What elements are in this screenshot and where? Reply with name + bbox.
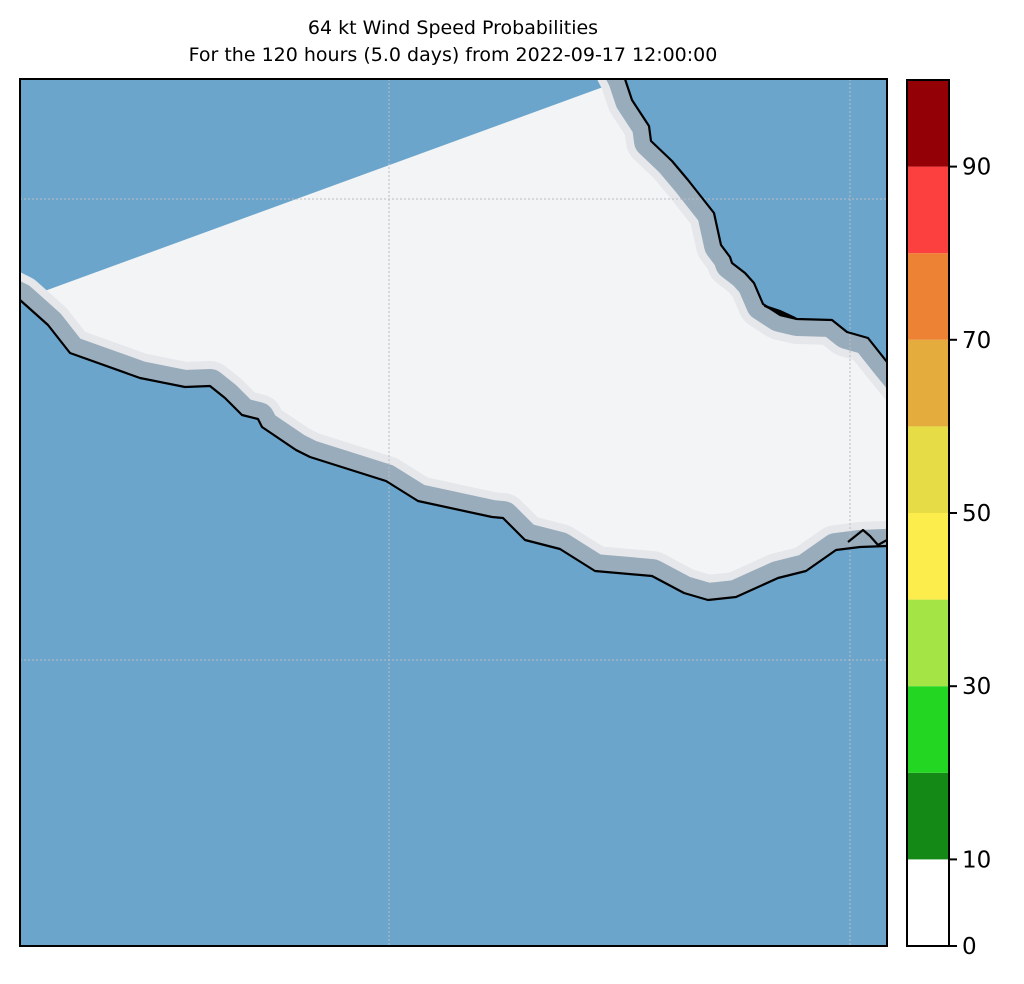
colorbar-tick-label: 90: [962, 155, 991, 181]
colorbar: 0 10 30 50 70 90: [906, 79, 991, 960]
map-gridlines: [20, 79, 887, 946]
map-frame: [19, 78, 888, 947]
ocean-gulf-area: [625, 79, 887, 362]
colorbar-segment: [907, 599, 949, 687]
colorbar-tick-label: 70: [962, 328, 991, 354]
land-area: [20, 79, 887, 600]
colorbar-segment: [907, 80, 949, 167]
colorbar-segment: [907, 686, 949, 773]
colorbar-tick-label: 50: [962, 501, 991, 527]
chart-title: 64 kt Wind Speed Probabilities: [307, 17, 599, 39]
colorbar-segment: [907, 772, 949, 860]
colorbar-tick-label: 0: [962, 934, 977, 960]
colorbar-segment: [907, 253, 949, 340]
chart-subtitle: For the 120 hours (5.0 days) from 2022-0…: [188, 44, 718, 66]
coastline: [20, 79, 887, 602]
colorbar-segment: [907, 513, 949, 600]
colorbar-segment: [907, 859, 949, 946]
colorbar-segment: [907, 426, 949, 513]
colorbar-segment: [907, 166, 949, 254]
ocean-lower-area: [20, 300, 887, 946]
map-area: [20, 79, 887, 946]
colorbar-tick-label: 10: [962, 847, 991, 873]
colorbar-tick-label: 30: [962, 674, 991, 700]
colorbar-segment: [907, 339, 949, 427]
